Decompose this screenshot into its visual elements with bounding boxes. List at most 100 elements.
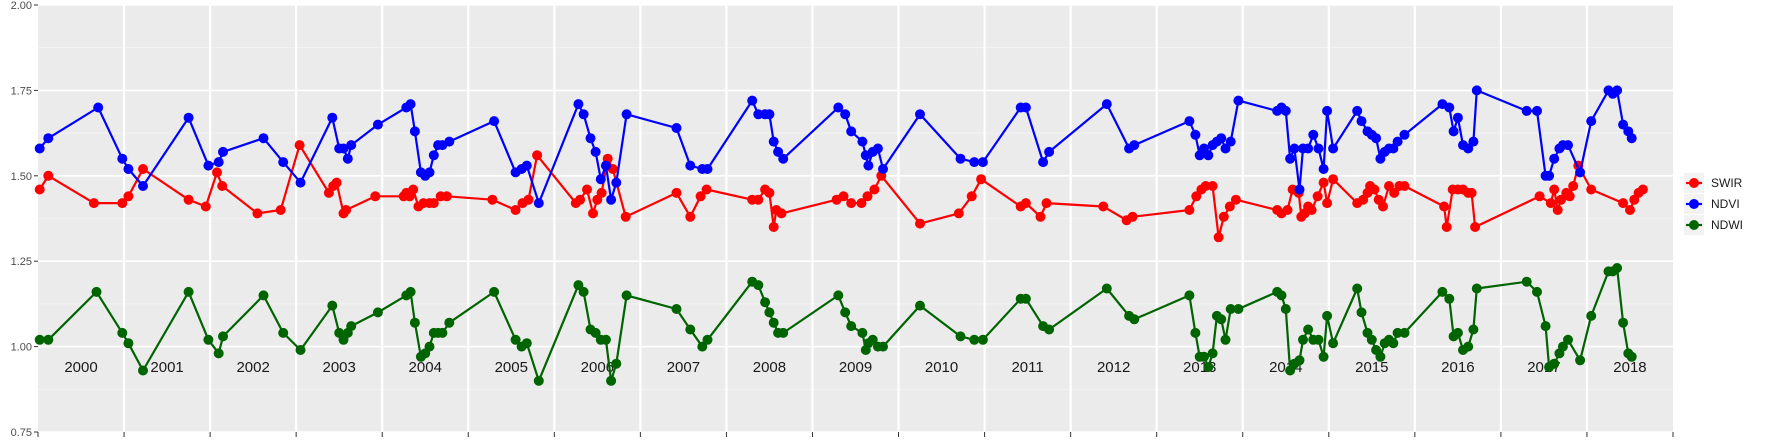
swir-point [588, 208, 598, 219]
ndvi-point [1371, 133, 1382, 144]
ndwi-point [685, 324, 696, 335]
ndvi-point [773, 146, 784, 157]
ndwi-point [510, 334, 521, 345]
ndwi-point [1463, 341, 1474, 352]
swir-point [1441, 222, 1452, 232]
ndvi-point [258, 133, 269, 144]
swir-point [1098, 201, 1109, 212]
ndwi-point [1549, 358, 1560, 369]
ndvi-point [1220, 143, 1231, 154]
swir-point [1564, 191, 1575, 202]
ndvi-point [138, 181, 148, 191]
ndvi-point [183, 112, 194, 123]
ndwi-point [1375, 351, 1386, 362]
ndvi-point [1549, 153, 1560, 164]
ndvi-point [278, 157, 289, 168]
series-swir [34, 140, 1648, 243]
ndwi-point [424, 341, 435, 352]
swir-point [1035, 211, 1046, 222]
ndvi-point [1626, 133, 1637, 144]
ndwi-point [1521, 276, 1532, 287]
ndwi-point [1612, 263, 1623, 273]
ndvi-point [1184, 116, 1195, 127]
y-tick-label: 1.25 [11, 256, 32, 268]
swir-point [1618, 198, 1629, 209]
ndvi-point [764, 109, 775, 120]
ndwi-point [91, 286, 102, 297]
ndvi-point [1233, 95, 1244, 106]
ndwi-point [1190, 327, 1201, 338]
ndwi-point [1020, 293, 1031, 304]
ndvi-point [671, 123, 682, 133]
ndvi-point [34, 143, 45, 154]
ndwi-point [1044, 324, 1055, 335]
swir-point [764, 187, 775, 198]
year-label: 2000 [64, 359, 97, 376]
ndwi-point [278, 327, 289, 338]
ndvi-point [833, 102, 844, 113]
swir-point [341, 205, 352, 215]
swir-point [88, 198, 99, 209]
ndwi-point [846, 321, 857, 332]
ndvi-point [1225, 136, 1236, 147]
ndvi-point [327, 112, 338, 123]
ndwi-point [1532, 286, 1542, 297]
ndvi-point [1399, 129, 1410, 140]
ndwi-point [43, 334, 54, 345]
ndwi-point [621, 290, 632, 301]
ndwi-point [1452, 327, 1463, 338]
year-label: 2006 [581, 359, 614, 376]
ndvi-point [372, 119, 383, 130]
ndvi-point [857, 136, 868, 147]
ndwi-point [117, 327, 128, 338]
swir-point [1439, 201, 1450, 212]
legend: SWIR NDVI NDWI [1684, 173, 1743, 235]
ndvi-point [611, 177, 622, 188]
swir-point [252, 208, 263, 219]
ndwi-point [1468, 324, 1479, 335]
swir-point [1328, 174, 1339, 185]
ndwi-point [521, 338, 532, 349]
swir-point [953, 208, 964, 219]
ndvi-point [1444, 102, 1455, 113]
series-group [34, 85, 1648, 386]
swir-point [1384, 181, 1394, 191]
ndvi-point [1044, 146, 1055, 157]
swir-point [671, 187, 682, 198]
ndwi-point [578, 286, 589, 297]
ndwi-point [213, 348, 224, 359]
ndwi-point [372, 307, 383, 318]
y-tick-label: 0.75 [11, 427, 32, 439]
ndvi-point [872, 143, 883, 154]
year-label: 2004 [409, 359, 442, 376]
swir-point [408, 184, 419, 195]
ndwi-point [1303, 324, 1314, 335]
ndwi-point [760, 297, 771, 308]
ndvi-point [338, 143, 349, 154]
ndvi-point [43, 133, 54, 144]
ndvi-point [1285, 153, 1296, 164]
swir-point [1207, 181, 1218, 191]
ndwi-point [611, 358, 622, 369]
ndwi-point [840, 307, 851, 318]
ndvi-point [1313, 143, 1324, 154]
swir-point [1545, 198, 1556, 209]
swir-point [685, 211, 696, 222]
ndvi-point [747, 95, 758, 106]
ndwi-point [590, 327, 601, 338]
ndvi-point [702, 164, 713, 174]
ndvi-point [977, 157, 988, 168]
year-label: 2002 [236, 359, 269, 376]
ndwi-point [573, 280, 584, 291]
ndvi-point [1303, 143, 1314, 154]
ndwi-point [203, 334, 214, 345]
ndvi-point [1544, 170, 1555, 181]
ndvi-point [685, 160, 696, 171]
ndvi-point [1038, 157, 1049, 168]
ndvi-point [213, 157, 224, 168]
swir-point [183, 194, 194, 205]
swir-point [294, 140, 305, 151]
swir-point [575, 194, 586, 205]
swir-point [331, 177, 342, 188]
